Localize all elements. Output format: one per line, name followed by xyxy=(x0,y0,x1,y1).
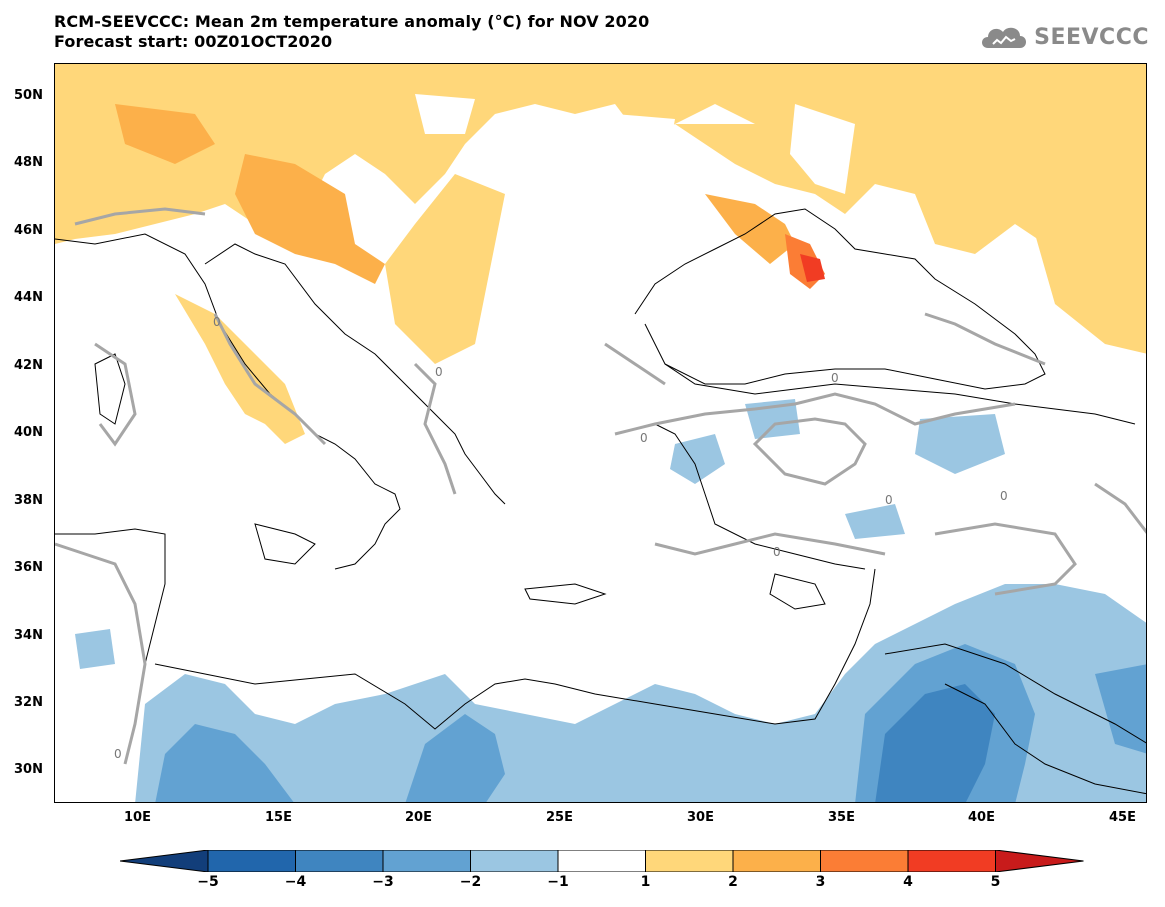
lat-label: 50N xyxy=(14,88,43,103)
lat-label: 34N xyxy=(14,628,43,643)
lat-label: 30N xyxy=(14,762,43,777)
colorbar-segment xyxy=(820,850,909,872)
contour-label: 0 xyxy=(773,545,781,559)
colorbar-label: 4 xyxy=(903,874,913,890)
forecast-start: Forecast start: 00Z01OCT2020 xyxy=(54,32,333,51)
contour-label: 0 xyxy=(114,747,122,761)
lat-label: 44N xyxy=(14,290,43,305)
contour-label: 0 xyxy=(831,371,839,385)
colorbar-under-triangle xyxy=(120,850,209,872)
lat-label: 48N xyxy=(14,155,43,170)
cool-anomaly-fill xyxy=(75,399,1146,802)
map-canvas: 0 0 0 0 0 0 0 0 xyxy=(55,64,1146,802)
colorbar-label: 1 xyxy=(640,874,651,890)
colorbar-label: −5 xyxy=(197,874,219,890)
colorbar-segment xyxy=(295,850,384,872)
colorbar-segment xyxy=(382,850,471,872)
colorbar-segment xyxy=(470,850,559,872)
lon-label: 30E xyxy=(687,810,714,825)
colorbar-label: 3 xyxy=(815,874,826,890)
colorbar-segment xyxy=(645,850,734,872)
contour-label: 0 xyxy=(885,493,893,507)
logo-text: SEEVCCC xyxy=(1034,24,1149,50)
contour-label: 0 xyxy=(1000,489,1008,503)
cloud-icon xyxy=(982,27,1027,48)
lat-label: 42N xyxy=(14,358,43,373)
contour-label: 0 xyxy=(435,365,443,379)
lon-label: 45E xyxy=(1109,810,1136,825)
header: RCM-SEEVCCC: Mean 2m temperature anomaly… xyxy=(54,12,649,52)
contour-labels: 0 0 0 0 0 0 0 0 xyxy=(114,315,1008,761)
warm-anomaly-fill xyxy=(55,64,1146,444)
contour-label: 0 xyxy=(640,431,648,445)
lon-label: 10E xyxy=(124,810,151,825)
lon-label: 40E xyxy=(968,810,995,825)
contour-label: 0 xyxy=(213,315,221,329)
zero-contours xyxy=(55,207,1146,765)
colorbar-label: −1 xyxy=(547,874,569,890)
colorbar-segment xyxy=(207,850,296,872)
colorbar-label: 2 xyxy=(728,874,738,890)
lon-label: 35E xyxy=(828,810,855,825)
anomaly-map: 0 0 0 0 0 0 0 0 xyxy=(54,63,1147,803)
colorbar-segment xyxy=(907,850,996,872)
lat-label: 38N xyxy=(14,493,43,508)
lat-label: 36N xyxy=(14,560,43,575)
colorbar-label: −2 xyxy=(459,874,482,890)
seevccc-logo: SEEVCCC xyxy=(978,22,1149,52)
lat-label: 46N xyxy=(14,223,43,238)
colorbar-segment xyxy=(557,850,646,872)
colorbar-over-triangle xyxy=(995,850,1084,872)
lon-label: 15E xyxy=(265,810,292,825)
colorbar-label: −3 xyxy=(372,874,394,890)
colorbar-label: 5 xyxy=(990,874,1001,890)
colorbar-label: −4 xyxy=(284,874,307,890)
lat-label: 32N xyxy=(14,695,43,710)
map-title: RCM-SEEVCCC: Mean 2m temperature anomaly… xyxy=(54,12,650,31)
colorbar xyxy=(120,850,1084,872)
lon-label: 20E xyxy=(405,810,432,825)
lon-label: 25E xyxy=(546,810,573,825)
lat-label: 40N xyxy=(14,425,43,440)
colorbar-segment xyxy=(732,850,821,872)
